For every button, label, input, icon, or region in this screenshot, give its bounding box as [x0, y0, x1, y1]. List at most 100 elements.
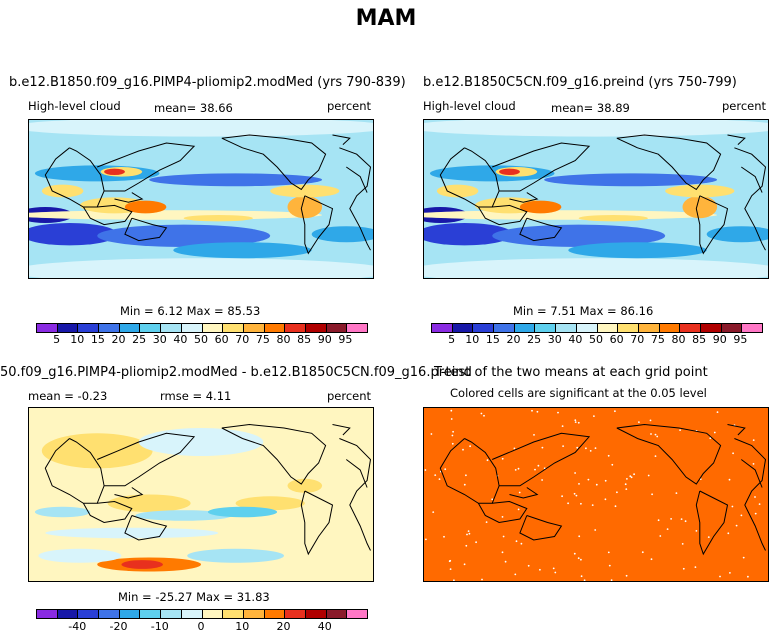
insignificant-cell: [727, 532, 730, 535]
map-frame: [28, 407, 374, 582]
panel2-colorbar-swatch: [514, 324, 536, 332]
coastline: [114, 487, 144, 499]
field-contour: [121, 560, 163, 569]
panel3-colorbar-swatch: [264, 610, 286, 618]
insignificant-cell: [463, 483, 466, 486]
insignificant-cell: [520, 542, 523, 545]
coastline: [477, 500, 528, 524]
panel2-colorbar-tick-label: 10: [465, 333, 480, 346]
insignificant-cell: [604, 498, 607, 501]
insignificant-cell: [630, 476, 633, 479]
panel1-colorbar-tick-label: 40: [173, 333, 188, 346]
panel1-colorbar-tick-label: 60: [214, 333, 229, 346]
insignificant-cell: [735, 524, 738, 527]
panel3-colorbar: [36, 609, 368, 619]
panel1-colorbar-tick-label: 70: [235, 333, 250, 346]
panel2-colorbar-swatch: [680, 324, 701, 332]
panel1-colorbar-ticks: 5 10 15 20 25 30 40 50 60 70 75 80 85 90 95: [36, 333, 368, 347]
coastline: [346, 166, 368, 193]
panel1-colorbar-swatch: [78, 324, 100, 332]
panel1-colorbar-swatch: [264, 324, 286, 332]
panel1-colorbar-tick-label: 5: [53, 333, 61, 346]
insignificant-cell: [501, 551, 504, 554]
insignificant-cell: [517, 508, 520, 511]
panel3-colorbar-swatch: [140, 610, 162, 618]
insignificant-cell: [480, 412, 483, 415]
panel3-colorbar-tick-label: -40: [68, 620, 87, 633]
coastline: [82, 204, 133, 226]
insignificant-cell: [463, 563, 466, 566]
map-frame: [423, 407, 769, 582]
coastline: [124, 217, 168, 242]
insignificant-cell: [587, 478, 590, 481]
insignificant-cell: [607, 454, 610, 457]
insignificant-cell: [449, 568, 452, 570]
insignificant-cell: [728, 478, 731, 481]
field-contour: [423, 223, 513, 246]
panel1-left-label: High-level cloud: [28, 99, 121, 113]
insignificant-cell: [585, 447, 587, 450]
field-contour: [28, 119, 374, 137]
panel4-title: T-test of the two means at each grid poi…: [434, 365, 708, 380]
coastline: [332, 424, 351, 436]
insignificant-cell: [425, 538, 427, 541]
panel1-colorbar: [36, 323, 368, 333]
field-contour: [436, 184, 479, 198]
insignificant-cell: [485, 521, 488, 523]
insignificant-cell: [614, 410, 616, 413]
insignificant-cell: [518, 491, 521, 494]
insignificant-cell: [575, 494, 578, 497]
field-contour: [665, 184, 735, 198]
insignificant-cell: [567, 502, 569, 505]
coastline: [300, 490, 334, 556]
insignificant-cell: [626, 478, 628, 480]
insignificant-cell: [561, 425, 564, 427]
insignificant-cell: [552, 567, 555, 570]
panel3-colorbar-swatch: [78, 610, 100, 618]
insignificant-cell: [462, 448, 464, 451]
panel2-colorbar-swatch: [556, 324, 577, 332]
field-contour: [104, 168, 125, 175]
panel3-colorbar-tick-label: 20: [276, 620, 291, 633]
insignificant-cell: [654, 433, 657, 436]
field-contour: [135, 510, 233, 521]
panel3-mean-label: mean = -0.23: [28, 389, 108, 403]
insignificant-cell: [713, 431, 716, 434]
panel1-colorbar-tick-label: 10: [70, 333, 85, 346]
insignificant-cell: [624, 483, 627, 486]
insignificant-cell: [610, 579, 613, 582]
field-contour: [149, 173, 323, 187]
insignificant-cell: [680, 518, 683, 520]
insignificant-cell: [659, 535, 662, 537]
field-contour: [682, 195, 718, 219]
insignificant-cell: [515, 540, 518, 543]
coastline: [509, 487, 539, 499]
field-contour: [706, 226, 769, 243]
coastline: [695, 195, 729, 255]
insignificant-cell: [616, 491, 618, 494]
panel3-colorbar-tick-label: -10: [150, 620, 169, 633]
panel1-colorbar-swatch: [57, 324, 79, 332]
insignificant-cell: [752, 463, 755, 465]
insignificant-cell: [604, 479, 607, 482]
field-contour: [41, 433, 153, 469]
insignificant-cell: [607, 551, 610, 554]
insignificant-cell: [578, 483, 580, 485]
field-contour: [187, 548, 284, 563]
insignificant-cell: [594, 529, 597, 531]
panel3-colorbar-swatch: [326, 610, 348, 618]
insignificant-cell: [541, 479, 543, 481]
panel3-colorbar-tick-label: -20: [109, 620, 128, 633]
panel1-colorbar-tick-label: 30: [152, 333, 167, 346]
panel1-colorbar-swatch: [161, 324, 182, 332]
field-contour: [38, 548, 122, 563]
insignificant-cell: [491, 498, 494, 501]
coastline: [124, 515, 168, 541]
panel2-colorbar-tick-label: 15: [485, 333, 500, 346]
insignificant-cell: [444, 468, 447, 471]
panel3-colorbar-swatch: [347, 610, 367, 618]
panel2-colorbar-swatch: [597, 324, 619, 332]
panel3-colorbar-swatch: [37, 610, 58, 618]
insignificant-cell: [501, 457, 504, 460]
panel2-colorbar-tick-label: 80: [671, 333, 686, 346]
